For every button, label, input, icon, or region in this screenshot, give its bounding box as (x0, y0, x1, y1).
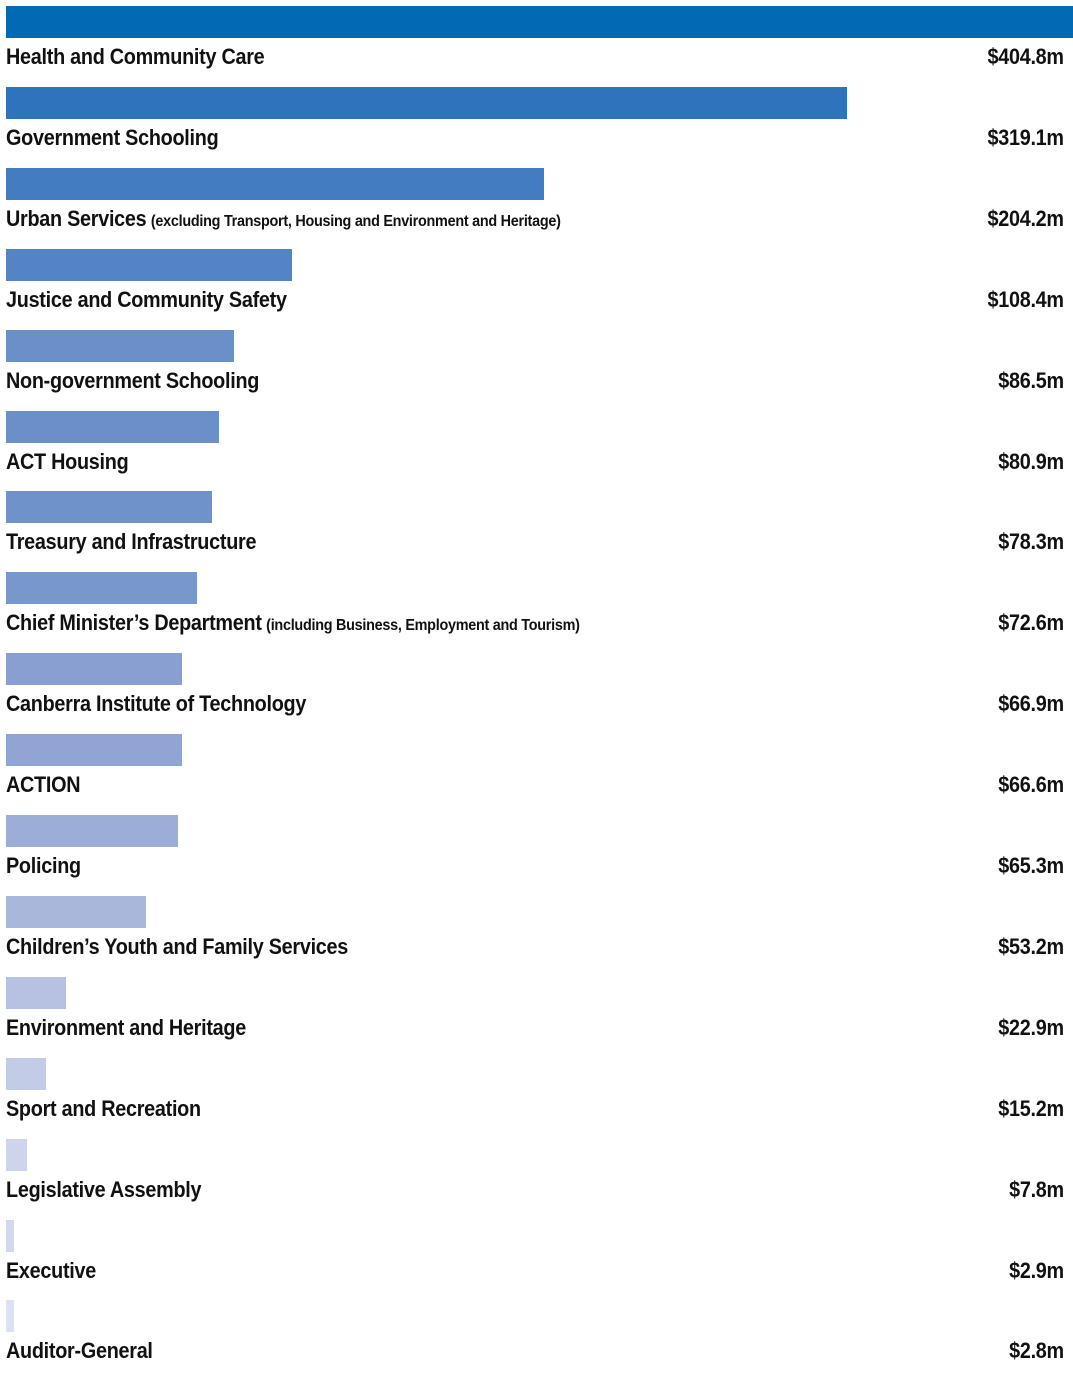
chart-row: Policing $65.3m (0, 815, 1073, 895)
chart-bar (6, 1058, 46, 1090)
value-label: $319.1m (987, 125, 1065, 150)
category-name: Chief Minister’s Department (6, 610, 262, 635)
category-label: Urban Services (excluding Transport, Hous… (6, 206, 561, 232)
value-label: $86.5m (998, 368, 1064, 393)
chart-bar (6, 491, 212, 523)
category-name: Sport and Recreation (6, 1096, 201, 1121)
category-note: (excluding Transport, Housing and Enviro… (150, 213, 561, 230)
category-name: Auditor-General (6, 1338, 153, 1363)
chart-bar (6, 653, 182, 685)
category-name: ACTION (6, 772, 81, 797)
category-label: Executive (6, 1258, 96, 1284)
value-label: $72.6m (998, 610, 1064, 635)
category-name: Children’s Youth and Family Services (6, 934, 349, 959)
category-label: Chief Minister’s Department (including Bu… (6, 610, 580, 636)
value-label: $53.2m (998, 934, 1064, 959)
category-name: Canberra Institute of Technology (6, 691, 307, 716)
chart-row: Legislative Assembly $7.8m (0, 1139, 1073, 1219)
chart-row: Government Schooling $319.1m (0, 87, 1073, 167)
chart-row: Children’s Youth and Family Services $53.… (0, 896, 1073, 976)
category-name: Government Schooling (6, 125, 219, 150)
value-label: $22.9m (998, 1015, 1064, 1040)
value-label: $78.3m (998, 529, 1064, 554)
chart-bar (6, 1139, 27, 1171)
value-label: $80.9m (998, 449, 1064, 474)
chart-bar (6, 330, 234, 362)
value-label: $404.8m (987, 44, 1065, 69)
category-label: Justice and Community Safety (6, 287, 287, 313)
chart-bar (6, 572, 197, 604)
chart-bar (6, 249, 292, 281)
chart-bar (6, 1220, 14, 1252)
category-label: Children’s Youth and Family Services (6, 934, 348, 960)
chart-row: Canberra Institute of Technology $66.9m (0, 653, 1073, 733)
value-label: $15.2m (998, 1096, 1064, 1121)
category-name: Environment and Heritage (6, 1015, 246, 1040)
category-label: Non-government Schooling (6, 368, 259, 394)
value-label: $7.8m (1009, 1177, 1064, 1202)
chart-row: Executive $2.9m (0, 1220, 1073, 1300)
category-label: ACT Housing (6, 449, 129, 475)
chart-bar (6, 411, 219, 443)
category-name: Legislative Assembly (6, 1177, 202, 1202)
chart-row: Chief Minister’s Department (including Bu… (0, 572, 1073, 652)
category-label: Environment and Heritage (6, 1015, 246, 1041)
category-label: Legislative Assembly (6, 1177, 202, 1203)
value-label: $66.6m (998, 772, 1064, 797)
chart-row: Treasury and Infrastructure $78.3m (0, 491, 1073, 571)
chart-row: Auditor-General $2.8m (0, 1300, 1073, 1380)
category-note: (including Business, Employment and Tour… (266, 617, 580, 634)
value-label: $2.9m (1009, 1258, 1064, 1283)
chart-row: Environment and Heritage $22.9m (0, 977, 1073, 1057)
chart-row: Sport and Recreation $15.2m (0, 1058, 1073, 1138)
category-name: ACT Housing (6, 449, 129, 474)
value-label: $204.2m (987, 206, 1065, 231)
category-label: Auditor-General (6, 1338, 153, 1364)
category-label: Policing (6, 853, 81, 879)
chart-bar (6, 896, 146, 928)
chart-bar (6, 815, 178, 847)
category-name: Justice and Community Safety (6, 287, 287, 312)
chart-row: Health and Community Care $404.8m (0, 6, 1073, 86)
chart-row: ACT Housing $80.9m (0, 411, 1073, 491)
category-name: Executive (6, 1258, 97, 1283)
category-label: Government Schooling (6, 125, 219, 151)
category-name: Non-government Schooling (6, 368, 260, 393)
chart-row: ACTION $66.6m (0, 734, 1073, 814)
chart-bar (6, 6, 1073, 38)
category-label: Sport and Recreation (6, 1096, 201, 1122)
chart-bar (6, 1300, 14, 1332)
category-name: Urban Services (6, 206, 147, 231)
chart-bar (6, 87, 847, 119)
chart-row: Non-government Schooling $86.5m (0, 330, 1073, 410)
value-label: $2.8m (1009, 1338, 1064, 1363)
category-name: Treasury and Infrastructure (6, 529, 257, 554)
chart-bar (6, 168, 544, 200)
chart-row: Justice and Community Safety $108.4m (0, 249, 1073, 329)
value-label: $65.3m (998, 853, 1064, 878)
value-label: $66.9m (998, 691, 1064, 716)
value-label: $108.4m (987, 287, 1065, 312)
category-label: Canberra Institute of Technology (6, 691, 306, 717)
category-label: Treasury and Infrastructure (6, 529, 256, 555)
category-label: ACTION (6, 772, 81, 798)
chart-row: Urban Services (excluding Transport, Hous… (0, 168, 1073, 248)
category-label: Health and Community Care (6, 44, 265, 70)
chart-bar (6, 977, 66, 1009)
category-name: Policing (6, 853, 81, 878)
category-name: Health and Community Care (6, 44, 265, 69)
chart-bar (6, 734, 182, 766)
